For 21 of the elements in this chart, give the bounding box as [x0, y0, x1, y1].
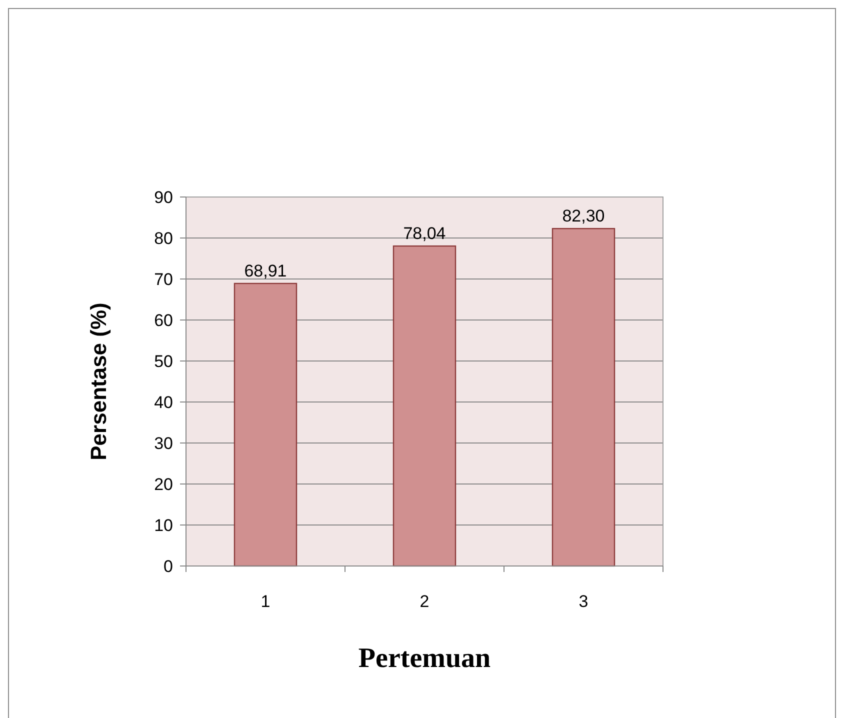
data-label: 82,30 [562, 206, 605, 226]
y-tick-label: 40 [154, 392, 173, 412]
bar [234, 282, 298, 567]
y-tick-label: 80 [154, 228, 173, 248]
y-tick-label: 70 [154, 270, 173, 289]
x-tick-label: 2 [420, 592, 430, 611]
bar [552, 228, 616, 567]
y-tick-label: 0 [164, 556, 173, 576]
y-tick-label: 10 [154, 516, 173, 535]
data-label: 68,91 [244, 261, 287, 280]
x-tick-label: 3 [578, 592, 588, 611]
x-axis-title: Pertemuan [358, 643, 492, 674]
y-tick-label: 60 [154, 310, 173, 330]
data-label: 78,04 [403, 224, 446, 244]
y-axis-title: Persentase (%) [86, 302, 111, 460]
y-tick-label: 50 [154, 352, 173, 371]
bar [392, 245, 456, 567]
y-tick-label: 90 [154, 188, 173, 207]
y-tick-label: 30 [154, 434, 173, 453]
x-tick-label: 1 [260, 592, 270, 611]
y-tick-label: 20 [154, 474, 173, 494]
